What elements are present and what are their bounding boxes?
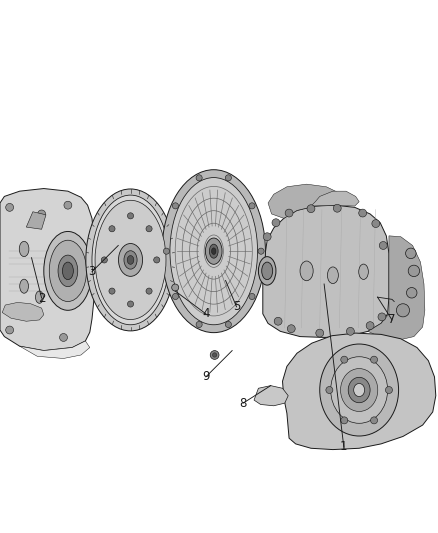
Ellipse shape [327,267,338,284]
Circle shape [378,313,386,321]
Ellipse shape [170,177,258,325]
Ellipse shape [320,344,399,436]
Polygon shape [368,236,425,340]
Circle shape [38,210,46,218]
Circle shape [249,203,255,209]
Circle shape [6,204,14,211]
Ellipse shape [95,200,166,320]
Polygon shape [283,333,436,449]
Circle shape [272,219,280,227]
Circle shape [371,417,378,424]
Ellipse shape [209,244,218,258]
Circle shape [396,304,410,317]
Circle shape [163,248,170,254]
Circle shape [101,257,107,263]
Circle shape [173,203,179,209]
Ellipse shape [35,291,43,303]
Circle shape [173,293,179,300]
Polygon shape [20,341,90,359]
Circle shape [6,326,14,334]
Ellipse shape [20,279,28,293]
Ellipse shape [58,255,78,287]
Circle shape [333,204,341,212]
Ellipse shape [118,244,142,276]
Text: 9: 9 [202,370,210,383]
Circle shape [154,257,160,263]
Text: 4: 4 [202,308,210,320]
Ellipse shape [162,169,265,333]
Circle shape [225,175,231,181]
Circle shape [372,220,380,228]
Circle shape [109,288,115,294]
Ellipse shape [359,264,368,279]
Text: 7: 7 [388,313,396,326]
Polygon shape [26,212,46,229]
Text: 3: 3 [88,265,95,278]
Circle shape [285,209,293,217]
Ellipse shape [212,248,216,254]
Circle shape [366,322,374,329]
Text: 2: 2 [38,292,46,304]
Circle shape [274,317,282,325]
Polygon shape [0,189,94,351]
Ellipse shape [331,357,388,423]
Circle shape [258,248,264,254]
Text: 1: 1 [340,440,348,454]
Circle shape [408,265,420,277]
Circle shape [109,225,115,232]
Ellipse shape [92,195,169,325]
Ellipse shape [62,262,73,280]
Ellipse shape [258,257,276,285]
Polygon shape [311,191,359,206]
Circle shape [249,293,255,300]
Ellipse shape [49,240,86,302]
Circle shape [210,351,219,359]
Circle shape [307,205,315,213]
Circle shape [64,201,72,209]
Circle shape [406,248,416,259]
Circle shape [359,209,367,217]
Ellipse shape [205,238,222,264]
Circle shape [127,301,134,307]
Circle shape [212,353,217,357]
Circle shape [326,386,333,393]
Ellipse shape [353,383,364,397]
Circle shape [287,325,295,333]
Ellipse shape [19,241,29,257]
Circle shape [371,356,378,363]
Ellipse shape [86,189,175,331]
Ellipse shape [340,368,378,411]
Ellipse shape [124,251,137,269]
Circle shape [60,334,67,342]
Polygon shape [2,302,44,321]
Circle shape [341,417,348,424]
Ellipse shape [127,255,134,264]
Circle shape [225,321,231,328]
Circle shape [146,225,152,232]
Circle shape [379,241,387,249]
Circle shape [146,288,152,294]
Circle shape [346,327,354,335]
Polygon shape [254,386,288,406]
Ellipse shape [300,261,313,281]
Circle shape [341,356,348,363]
Circle shape [406,287,417,298]
Circle shape [196,175,202,181]
Circle shape [385,386,392,393]
Text: 8: 8 [240,397,247,410]
Ellipse shape [44,231,92,310]
Circle shape [172,284,179,291]
Circle shape [316,329,324,337]
Ellipse shape [348,377,370,403]
Ellipse shape [261,262,272,280]
Polygon shape [263,205,389,337]
Text: 5: 5 [233,300,240,313]
Circle shape [263,233,271,241]
Polygon shape [268,184,342,219]
Circle shape [196,321,202,328]
Circle shape [127,213,134,219]
